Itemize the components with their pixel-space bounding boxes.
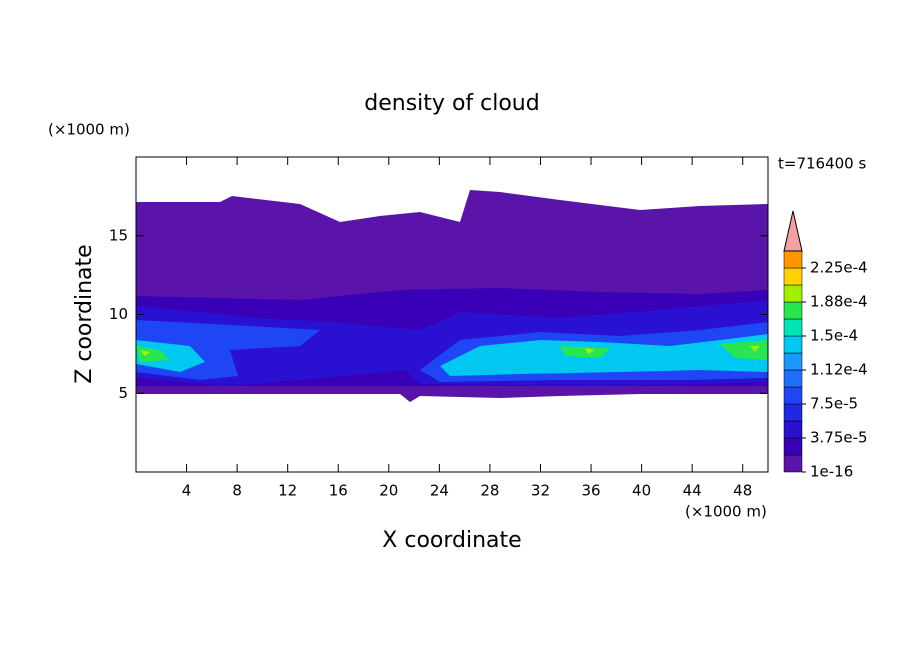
- colorbar-label: 2.25e-4: [810, 259, 868, 277]
- colorbar-box: [783, 267, 803, 286]
- contour-field: [136, 190, 768, 402]
- colorbar-extend: [783, 210, 803, 252]
- x-tick-label: 12: [278, 482, 297, 500]
- x-tick-label: 4: [182, 482, 192, 500]
- colorbar-label: 1.5e-4: [810, 327, 858, 345]
- x-tick-label: 20: [379, 482, 398, 500]
- x-tick-label: 36: [581, 482, 600, 500]
- y-unit: (×1000 m): [48, 121, 130, 139]
- x-tick-label: 48: [733, 482, 752, 500]
- y-tick-label: 15: [109, 226, 128, 244]
- colorbar-label: 1.88e-4: [810, 293, 868, 311]
- colorbar-box: [783, 318, 803, 337]
- x-tick-label: 28: [480, 482, 499, 500]
- x-tick-label: 16: [329, 482, 348, 500]
- x-tick-label: 40: [632, 482, 651, 500]
- x-tick-label: 32: [531, 482, 550, 500]
- colorbar-label: 7.5e-5: [810, 395, 858, 413]
- colorbar-box: [783, 420, 803, 439]
- y-tick-label: 10: [109, 305, 128, 323]
- colorbar-label: 1.12e-4: [810, 361, 868, 379]
- colorbar-box: [783, 250, 803, 269]
- colorbar-box: [783, 437, 803, 456]
- colorbar-box: [783, 301, 803, 320]
- y-axis-label: Z coordinate: [72, 244, 97, 383]
- colorbar-label: 1e-16: [810, 463, 853, 481]
- chart-title: density of cloud: [364, 91, 539, 116]
- colorbar-box: [783, 403, 803, 422]
- colorbar-box: [783, 284, 803, 303]
- time-label: t=716400 s: [778, 155, 866, 173]
- x-tick-label: 24: [430, 482, 449, 500]
- x-tick-label: 44: [683, 482, 702, 500]
- x-tick-label: 8: [232, 482, 242, 500]
- colorbar-label: 3.75e-5: [810, 429, 868, 447]
- colorbar-box: [783, 335, 803, 354]
- colorbar-box: [783, 386, 803, 405]
- colorbar-box: [783, 369, 803, 388]
- colorbar-box: [783, 454, 803, 473]
- y-tick-label: 5: [118, 384, 128, 402]
- colorbar-box: [783, 352, 803, 371]
- x-axis-label: X coordinate: [382, 528, 521, 553]
- x-unit: (×1000 m): [685, 503, 767, 521]
